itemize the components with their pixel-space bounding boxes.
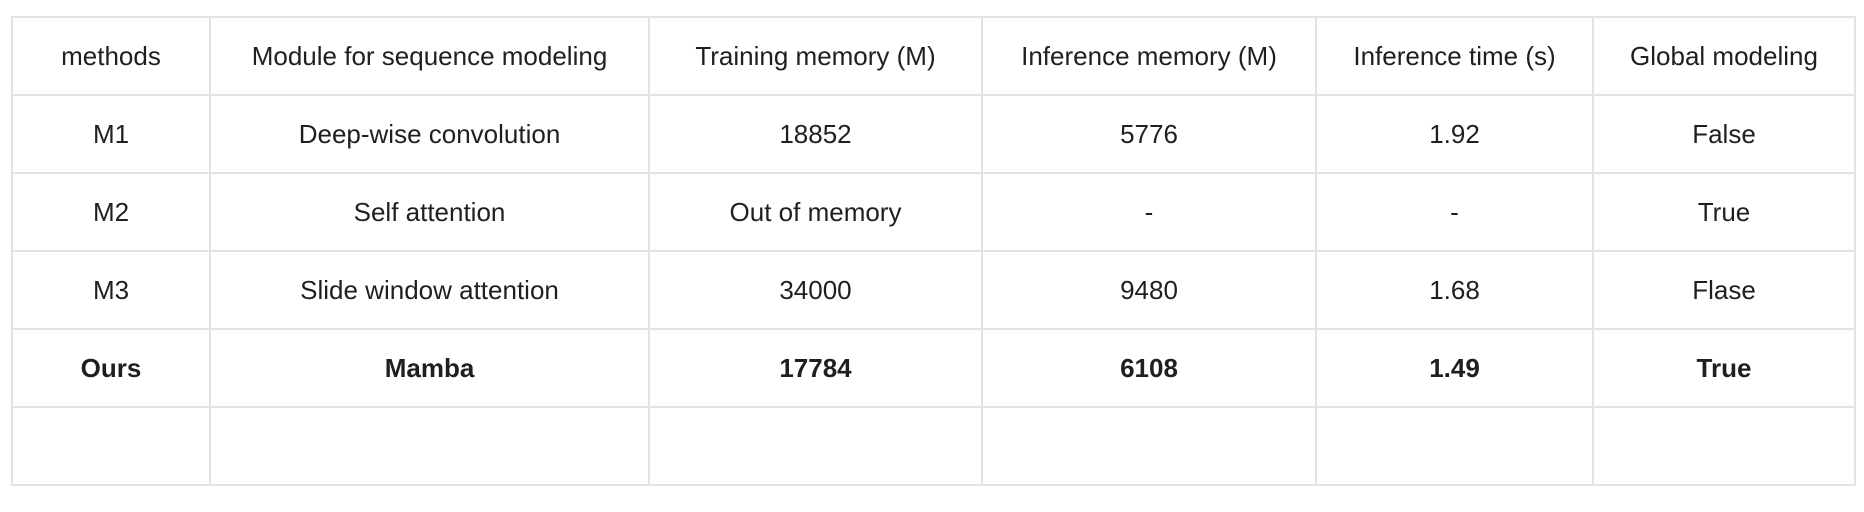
header-cell-training-memory: Training memory (M): [648, 16, 983, 96]
header-cell-module: Module for sequence modeling: [209, 16, 650, 96]
table-cell: Mamba: [209, 328, 650, 408]
table-row: M2 Self attention Out of memory - - True: [11, 172, 1856, 252]
table-cell: -: [981, 172, 1317, 252]
header-row: methods Module for sequence modeling Tra…: [11, 16, 1856, 96]
table-cell: M3: [11, 250, 211, 330]
header-cell-methods: methods: [11, 16, 211, 96]
table-cell: 18852: [648, 94, 983, 174]
table-cell: True: [1592, 172, 1856, 252]
results-table-container: methods Module for sequence modeling Tra…: [11, 16, 1856, 486]
table-cell: [209, 406, 650, 486]
table-cell: [1592, 406, 1856, 486]
header-cell-inference-time: Inference time (s): [1315, 16, 1594, 96]
table-row: M3 Slide window attention 34000 9480 1.6…: [11, 250, 1856, 330]
table-cell: 17784: [648, 328, 983, 408]
table-row-empty: [11, 406, 1856, 486]
table-cell: True: [1592, 328, 1856, 408]
table-cell: Self attention: [209, 172, 650, 252]
header-cell-global-modeling: Global modeling: [1592, 16, 1856, 96]
table-cell: 1.92: [1315, 94, 1594, 174]
table-cell: M1: [11, 94, 211, 174]
table-cell: M2: [11, 172, 211, 252]
table-row-ours: Ours Mamba 17784 6108 1.49 True: [11, 328, 1856, 408]
table-cell: Flase: [1592, 250, 1856, 330]
comparison-table: methods Module for sequence modeling Tra…: [11, 16, 1856, 486]
table-cell: [1315, 406, 1594, 486]
table-cell: 6108: [981, 328, 1317, 408]
table-cell: 5776: [981, 94, 1317, 174]
table-cell: Ours: [11, 328, 211, 408]
table-cell: -: [1315, 172, 1594, 252]
table-cell: [648, 406, 983, 486]
table-cell: 34000: [648, 250, 983, 330]
table-cell: [981, 406, 1317, 486]
table-cell: 1.68: [1315, 250, 1594, 330]
table-cell: 1.49: [1315, 328, 1594, 408]
table-row: M1 Deep-wise convolution 18852 5776 1.92…: [11, 94, 1856, 174]
header-cell-inference-memory: Inference memory (M): [981, 16, 1317, 96]
table-cell: Slide window attention: [209, 250, 650, 330]
table-cell: False: [1592, 94, 1856, 174]
table-cell: 9480: [981, 250, 1317, 330]
table-cell: Deep-wise convolution: [209, 94, 650, 174]
table-cell: Out of memory: [648, 172, 983, 252]
table-cell: [11, 406, 211, 486]
